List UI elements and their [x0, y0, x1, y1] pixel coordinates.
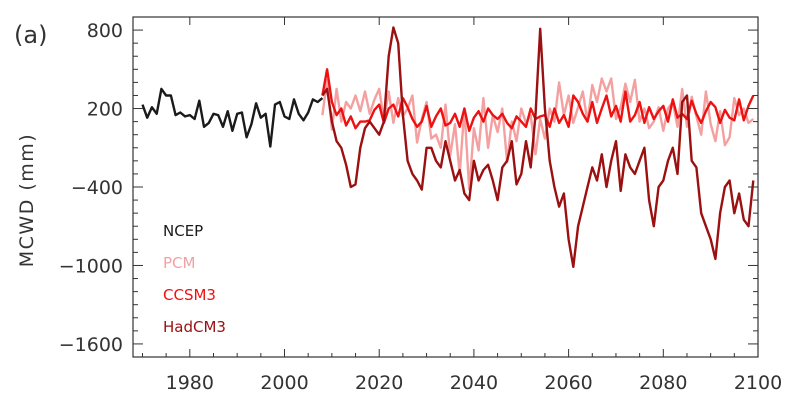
x-tick-label: 2000 — [260, 372, 308, 394]
series-layer — [141, 26, 755, 268]
x-tick-label: 2060 — [544, 372, 592, 394]
panel-label: (a) — [14, 21, 47, 49]
y-tick-label: −1000 — [59, 255, 123, 277]
legend-label-pcm: PCM — [163, 254, 195, 272]
legend-label-hadcm3: HadCM3 — [163, 318, 226, 336]
y-tick-label: 800 — [87, 20, 123, 42]
y-tick-label: −400 — [71, 177, 123, 199]
legend-label-ncep: NCEP — [163, 222, 203, 240]
x-tick-label: 2040 — [450, 372, 498, 394]
series-line-ncep — [141, 87, 324, 148]
legend-label-ccsm3: CCSM3 — [163, 286, 216, 304]
y-tick-label: 200 — [87, 99, 123, 121]
plot-frame — [132, 16, 759, 358]
series-line-pcm — [321, 77, 755, 191]
x-tick-label: 1980 — [166, 372, 214, 394]
x-tick-label: 2020 — [355, 372, 403, 394]
x-tick-label: 2080 — [639, 372, 687, 394]
legend: NCEP PCM CCSM3 HadCM3 — [163, 222, 226, 336]
y-axis-title: MCWD (mm) — [16, 133, 38, 267]
y-axis: 800 200 −400 −1000 −1600 — [59, 20, 758, 356]
series-line-hadcm3 — [321, 26, 755, 268]
x-tick-label: 2100 — [734, 372, 782, 394]
y-tick-label: −1600 — [59, 334, 123, 356]
x-axis: 1980 2000 2020 2040 2060 2080 2100 — [141, 17, 782, 394]
